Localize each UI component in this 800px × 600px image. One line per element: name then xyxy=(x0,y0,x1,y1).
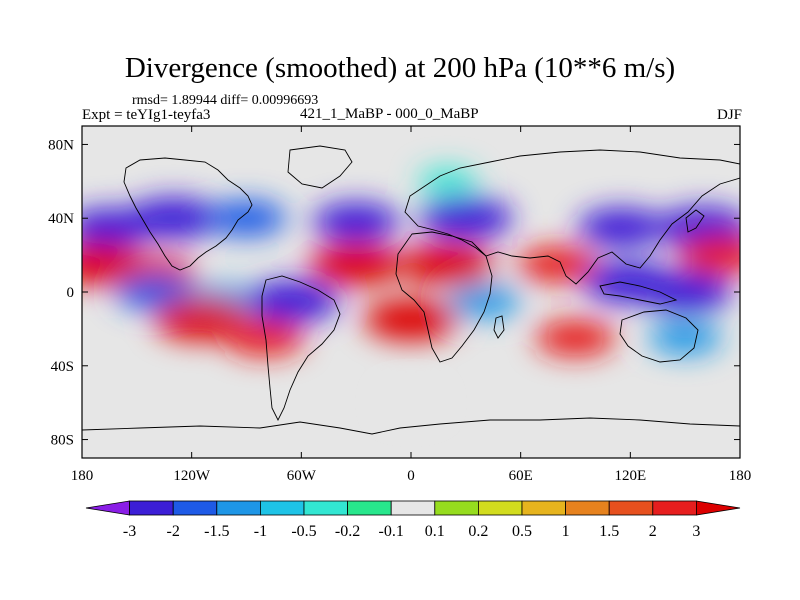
x-tick-label-2: 60W xyxy=(287,468,317,484)
y-tick-label-1: 40N xyxy=(48,211,74,227)
antarctica-coastline xyxy=(82,417,740,435)
colorbar-label-10: 1 xyxy=(562,523,570,540)
anomaly-blob-20 xyxy=(224,320,305,357)
colorbar-swatch-11 xyxy=(565,500,610,516)
colorbar-swatch-6 xyxy=(347,500,392,516)
difference-label: 421_1_MaBP - 000_0_MaBP xyxy=(300,106,479,122)
colorbar-label-13: 3 xyxy=(692,523,700,540)
south-america-coastline xyxy=(261,275,341,422)
x-tick-label-3: 0 xyxy=(407,468,415,484)
colorbar-label-6: -0.1 xyxy=(379,523,404,540)
colorbar-swatch-1 xyxy=(129,500,174,516)
anomaly-blob-5 xyxy=(577,207,665,247)
x-tick-label-1: 120W xyxy=(173,468,211,484)
anomaly-blob-18 xyxy=(638,271,733,313)
anomaly-blob-11 xyxy=(517,246,598,283)
y-axis: 80N 40N 0 40S 80S xyxy=(48,137,740,449)
colorbar-swatch-10 xyxy=(521,500,566,516)
colorbar-swatch-7 xyxy=(390,500,436,516)
anomaly-blob-2 xyxy=(206,200,287,237)
colorbar-label-11: 1.5 xyxy=(599,523,619,540)
colorbar-label-3: -1 xyxy=(254,523,267,540)
anomaly-blob-1 xyxy=(126,197,221,240)
anomaly-blob-25 xyxy=(418,167,478,195)
colorbar-swatch-9 xyxy=(477,500,523,516)
anomaly-blob-24 xyxy=(385,390,437,415)
colorbar-swatch-14 xyxy=(696,500,741,516)
colorbar: -3 -2 -1.5 -1 -0.5 -0.2 -0.1 0.1 0.2 0.5 1 1.5 2 3 xyxy=(85,500,741,540)
greenland-coastline xyxy=(287,145,353,189)
colorbar-label-1: -2 xyxy=(167,523,180,540)
field-layer xyxy=(82,126,740,458)
anomaly-blob-22 xyxy=(535,320,616,357)
colorbar-label-8: 0.2 xyxy=(468,523,488,540)
x-tick-label-0: 180 xyxy=(71,468,94,484)
anomaly-blob-16 xyxy=(447,284,521,318)
anomaly-blob-9 xyxy=(309,243,404,286)
anomaly-blob-10 xyxy=(400,243,495,286)
colorbar-swatch-12 xyxy=(608,500,654,516)
anomaly-layer xyxy=(82,167,740,415)
x-tick-label-4: 60E xyxy=(509,468,533,484)
x-tick-label-5: 120E xyxy=(614,468,646,484)
colorbar-swatch-8 xyxy=(434,500,479,516)
y-tick-label-2: 0 xyxy=(67,285,75,301)
y-tick-label-4: 80S xyxy=(51,433,74,449)
colorbar-label-2: -1.5 xyxy=(204,523,229,540)
colorbar-swatch-3 xyxy=(216,500,261,516)
x-axis: 180 120W 60W 0 60E 120E 180 xyxy=(71,126,752,484)
madagascar-coastline xyxy=(493,315,505,339)
anomaly-blob-15 xyxy=(245,280,340,323)
australia-coastline xyxy=(619,309,699,363)
colorbar-label-9: 0.5 xyxy=(512,523,532,540)
colorbar-swatch-2 xyxy=(172,500,218,516)
anomaly-blob-21 xyxy=(364,298,458,341)
africa-coastline xyxy=(395,231,493,363)
y-tick-label-3: 40S xyxy=(51,359,74,375)
plot-title: Divergence (smoothed) at 200 hPa (10**6 … xyxy=(124,52,676,84)
anomaly-blob-13 xyxy=(115,274,196,310)
colorbar-label-0: -3 xyxy=(123,523,136,540)
anomaly-blob-12 xyxy=(678,235,740,275)
anomaly-blob-3 xyxy=(312,202,400,242)
eurasia-coastline xyxy=(404,149,740,285)
anomaly-blob-4 xyxy=(418,197,513,240)
colorbar-label-4: -0.5 xyxy=(291,523,316,540)
anomaly-blob-23 xyxy=(648,321,722,355)
colorbar-label-7: 0.1 xyxy=(425,523,445,540)
x-tick-label-6: 180 xyxy=(729,468,752,484)
coastline-layer xyxy=(82,145,740,435)
season-label: DJF xyxy=(716,107,742,123)
stats-text: rmsd= 1.89944 diff= 0.00996693 xyxy=(132,93,319,108)
colorbar-swatch-13 xyxy=(652,500,697,516)
colorbar-swatch-0 xyxy=(85,500,131,516)
colorbar-swatch-5 xyxy=(303,500,348,516)
japan-coastline xyxy=(685,209,705,233)
colorbar-swatch-4 xyxy=(259,500,305,516)
colorbar-label-5: -0.2 xyxy=(335,523,360,540)
colorbar-label-12: 2 xyxy=(649,523,657,540)
y-tick-label-0: 80N xyxy=(48,137,74,153)
maritime-continent-coastline xyxy=(599,281,678,305)
experiment-label: Expt = teYIg1-teyfa3 xyxy=(82,107,211,123)
anomaly-blob-19 xyxy=(153,298,248,341)
north-america-coastline xyxy=(123,157,253,271)
